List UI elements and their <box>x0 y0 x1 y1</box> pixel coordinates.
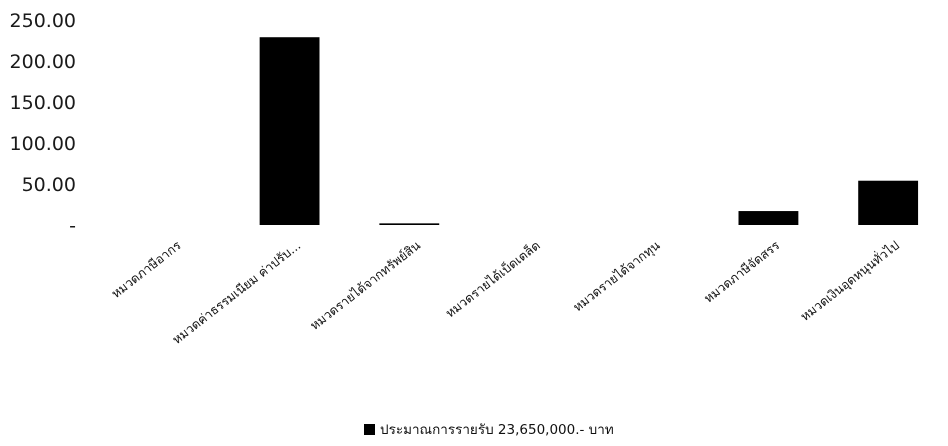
legend: ประมาณการรายรับ 23,650,000.- บาท <box>364 422 614 438</box>
bar <box>379 223 440 225</box>
y-axis: - 50.00 100.00 150.00 200.00 250.00 <box>10 10 76 237</box>
legend-swatch <box>364 424 375 435</box>
bar <box>259 37 320 225</box>
y-tick-label: - <box>69 215 76 237</box>
x-tick-label: หมวดเงินอุดหนุนทั่วไป <box>797 237 903 325</box>
bar <box>738 211 799 225</box>
x-tick-label: หมวดรายได้จากทรัพย์สิน <box>307 237 424 333</box>
y-tick-label: 100.00 <box>10 133 76 155</box>
bars <box>259 37 919 225</box>
bar <box>858 180 919 225</box>
y-tick-label: 150.00 <box>10 92 76 114</box>
y-tick-label: 50.00 <box>22 174 76 196</box>
x-tick-label: หมวดภาษีอากร <box>108 237 184 301</box>
x-tick-label: หมวดค่าธรรมเนียม ค่าปรับ... <box>169 238 303 347</box>
y-tick-label: 200.00 <box>10 51 76 73</box>
y-tick-label: 250.00 <box>10 10 76 32</box>
x-tick-label: หมวดภาษีจัดสรร <box>701 237 783 305</box>
x-tick-label: หมวดรายได้เบ็ดเตล็ด <box>443 238 543 321</box>
x-tick-label: หมวดรายได้จากทุน <box>570 237 664 315</box>
legend-label: ประมาณการรายรับ 23,650,000.- บาท <box>380 422 614 438</box>
